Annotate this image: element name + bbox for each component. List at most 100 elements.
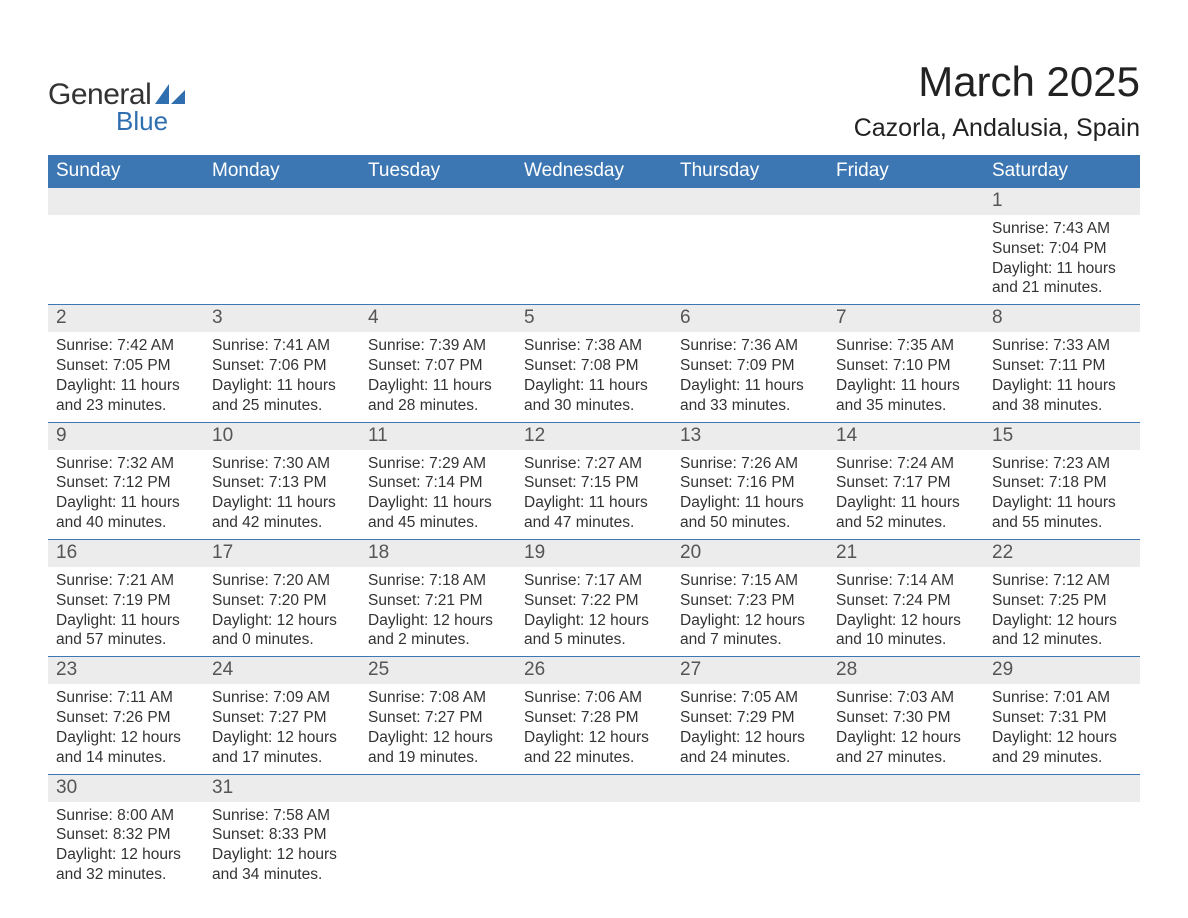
daylight-line-2: and 17 minutes. [212,748,352,768]
calendar-day-cell: 5Sunrise: 7:38 AMSunset: 7:08 PMDaylight… [516,305,672,422]
calendar-week-row: 16Sunrise: 7:21 AMSunset: 7:19 PMDayligh… [48,539,1140,656]
sunrise-line: Sunrise: 7:06 AM [524,688,664,708]
calendar-empty-cell [360,774,516,891]
sunset-line: Sunset: 7:13 PM [212,473,352,493]
calendar-empty-cell [360,188,516,305]
daylight-line-1: Daylight: 11 hours [992,493,1132,513]
brand-logo: General Blue [48,58,185,137]
day-number: 18 [360,540,516,567]
day-number [984,775,1140,802]
calendar-empty-cell [672,188,828,305]
calendar-empty-cell [984,774,1140,891]
day-details: Sunrise: 7:11 AMSunset: 7:26 PMDaylight:… [48,684,204,773]
day-number: 1 [984,188,1140,215]
day-details [828,215,984,287]
sunset-line: Sunset: 7:23 PM [680,591,820,611]
sunrise-line: Sunrise: 7:23 AM [992,454,1132,474]
calendar-day-cell: 9 Sunrise: 7:32 AMSunset: 7:12 PMDaylight… [48,422,204,539]
daylight-line-2: and 14 minutes. [56,748,196,768]
sunset-line: Sunset: 7:24 PM [836,591,976,611]
daylight-line-1: Daylight: 11 hours [836,376,976,396]
daylight-line-2: and 35 minutes. [836,396,976,416]
sunrise-line: Sunrise: 7:24 AM [836,454,976,474]
sunset-line: Sunset: 7:12 PM [56,473,196,493]
calendar-week-row: 1Sunrise: 7:43 AMSunset: 7:04 PMDaylight… [48,188,1140,305]
day-number: 12 [516,423,672,450]
day-details: Sunrise: 7:18 AMSunset: 7:21 PMDaylight:… [360,567,516,656]
daylight-line-2: and 38 minutes. [992,396,1132,416]
day-number: 11 [360,423,516,450]
daylight-line-2: and 12 minutes. [992,630,1132,650]
calendar-day-cell: 8Sunrise: 7:33 AMSunset: 7:11 PMDaylight… [984,305,1140,422]
daylight-line-1: Daylight: 12 hours [368,611,508,631]
sunrise-line: Sunrise: 7:12 AM [992,571,1132,591]
sunrise-line: Sunrise: 7:09 AM [212,688,352,708]
calendar-day-cell: 27Sunrise: 7:05 AMSunset: 7:29 PMDayligh… [672,657,828,774]
sunrise-line: Sunrise: 7:30 AM [212,454,352,474]
weekday-header: Thursday [672,155,828,188]
calendar-day-cell: 18Sunrise: 7:18 AMSunset: 7:21 PMDayligh… [360,539,516,656]
day-details: Sunrise: 7:09 AMSunset: 7:27 PMDaylight:… [204,684,360,773]
calendar-day-cell: 12Sunrise: 7:27 AMSunset: 7:15 PMDayligh… [516,422,672,539]
day-number: 15 [984,423,1140,450]
daylight-line-1: Daylight: 12 hours [836,728,976,748]
daylight-line-1: Daylight: 11 hours [56,493,196,513]
daylight-line-1: Daylight: 12 hours [368,728,508,748]
calendar-day-cell: 13Sunrise: 7:26 AMSunset: 7:16 PMDayligh… [672,422,828,539]
day-details: Sunrise: 7:42 AMSunset: 7:05 PMDaylight:… [48,332,204,421]
daylight-line-2: and 10 minutes. [836,630,976,650]
sunrise-line: Sunrise: 7:36 AM [680,336,820,356]
day-number: 27 [672,657,828,684]
day-details [672,802,828,874]
daylight-line-2: and 0 minutes. [212,630,352,650]
sunset-line: Sunset: 7:29 PM [680,708,820,728]
sunset-line: Sunset: 7:15 PM [524,473,664,493]
daylight-line-2: and 19 minutes. [368,748,508,768]
day-number: 26 [516,657,672,684]
calendar-week-row: 30Sunrise: 8:00 AMSunset: 8:32 PMDayligh… [48,774,1140,891]
sunrise-line: Sunrise: 7:33 AM [992,336,1132,356]
day-details [672,215,828,287]
calendar-week-row: 23Sunrise: 7:11 AMSunset: 7:26 PMDayligh… [48,657,1140,774]
sunrise-line: Sunrise: 7:39 AM [368,336,508,356]
weekday-header: Tuesday [360,155,516,188]
sunset-line: Sunset: 7:17 PM [836,473,976,493]
daylight-line-2: and 57 minutes. [56,630,196,650]
weekday-header: Saturday [984,155,1140,188]
day-number: 25 [360,657,516,684]
daylight-line-2: and 28 minutes. [368,396,508,416]
calendar-day-cell: 11Sunrise: 7:29 AMSunset: 7:14 PMDayligh… [360,422,516,539]
daylight-line-1: Daylight: 12 hours [212,611,352,631]
calendar-week-row: 2Sunrise: 7:42 AMSunset: 7:05 PMDaylight… [48,305,1140,422]
sunrise-line: Sunrise: 7:58 AM [212,806,352,826]
daylight-line-2: and 34 minutes. [212,865,352,885]
sunset-line: Sunset: 7:20 PM [212,591,352,611]
day-number: 31 [204,775,360,802]
day-number: 5 [516,305,672,332]
sunrise-line: Sunrise: 7:20 AM [212,571,352,591]
daylight-line-1: Daylight: 12 hours [992,611,1132,631]
calendar-empty-cell [828,774,984,891]
daylight-line-2: and 47 minutes. [524,513,664,533]
calendar-empty-cell [516,188,672,305]
daylight-line-1: Daylight: 11 hours [368,376,508,396]
day-number [516,775,672,802]
day-number: 9 [48,423,204,450]
sunrise-line: Sunrise: 7:32 AM [56,454,196,474]
day-details: Sunrise: 7:17 AMSunset: 7:22 PMDaylight:… [516,567,672,656]
day-number [360,188,516,215]
sunset-line: Sunset: 7:31 PM [992,708,1132,728]
sunset-line: Sunset: 7:11 PM [992,356,1132,376]
day-details: Sunrise: 7:15 AMSunset: 7:23 PMDaylight:… [672,567,828,656]
day-number: 24 [204,657,360,684]
sunrise-line: Sunrise: 7:01 AM [992,688,1132,708]
day-details [984,802,1140,874]
daylight-line-2: and 42 minutes. [212,513,352,533]
day-details: Sunrise: 7:05 AMSunset: 7:29 PMDaylight:… [672,684,828,773]
day-number: 21 [828,540,984,567]
day-number [828,188,984,215]
sunrise-line: Sunrise: 7:21 AM [56,571,196,591]
day-number [672,775,828,802]
day-details: Sunrise: 7:08 AMSunset: 7:27 PMDaylight:… [360,684,516,773]
calendar-day-cell: 2Sunrise: 7:42 AMSunset: 7:05 PMDaylight… [48,305,204,422]
